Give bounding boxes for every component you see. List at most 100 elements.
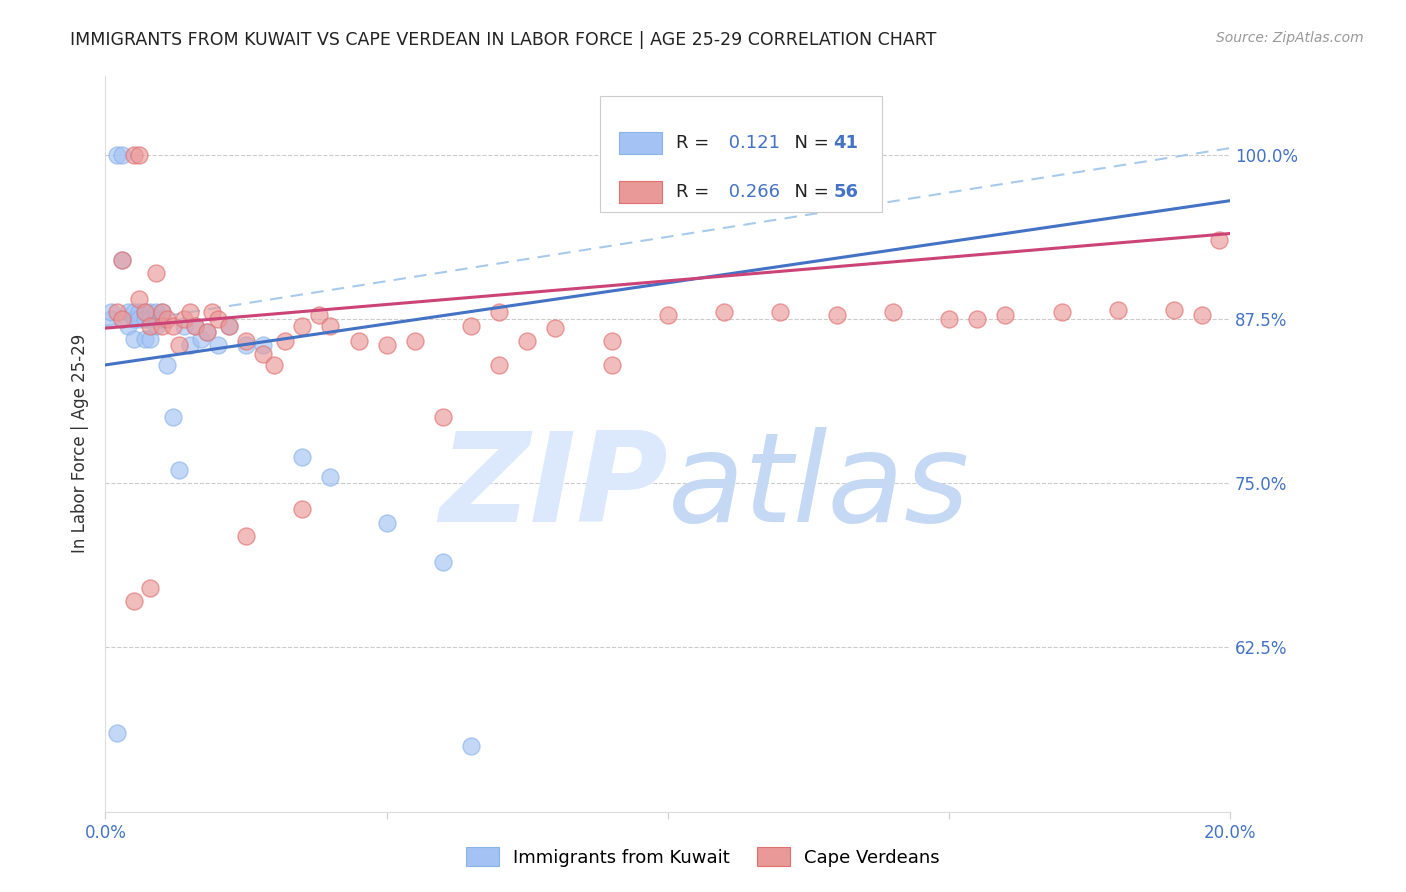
Point <box>156 312 179 326</box>
Point <box>139 305 162 319</box>
Point <box>128 292 150 306</box>
Point <box>111 312 134 326</box>
FancyBboxPatch shape <box>620 132 662 154</box>
Point <box>966 312 988 326</box>
Point <box>252 347 274 361</box>
Text: 0.121: 0.121 <box>723 134 780 152</box>
Point <box>938 312 960 326</box>
Point <box>1208 233 1230 247</box>
Point <box>460 739 482 753</box>
Text: R =: R = <box>676 134 714 152</box>
Point <box>347 334 370 349</box>
Point <box>263 358 285 372</box>
Point <box>375 516 398 530</box>
Point <box>291 450 314 464</box>
Point <box>134 332 156 346</box>
Point <box>139 332 162 346</box>
Point <box>235 529 257 543</box>
Point <box>105 305 128 319</box>
FancyBboxPatch shape <box>600 95 882 212</box>
Point <box>111 252 134 267</box>
Point <box>122 594 145 608</box>
Point <box>713 305 735 319</box>
Point <box>128 305 150 319</box>
Point <box>150 312 173 326</box>
Text: N =: N = <box>783 134 834 152</box>
FancyBboxPatch shape <box>620 181 662 203</box>
Point <box>145 305 167 319</box>
Point <box>100 312 122 326</box>
Point <box>173 318 195 333</box>
Point <box>1163 302 1185 317</box>
Point <box>122 332 145 346</box>
Point <box>291 502 314 516</box>
Point <box>274 334 297 349</box>
Point <box>319 318 342 333</box>
Text: IMMIGRANTS FROM KUWAIT VS CAPE VERDEAN IN LABOR FORCE | AGE 25-29 CORRELATION CH: IMMIGRANTS FROM KUWAIT VS CAPE VERDEAN I… <box>70 31 936 49</box>
Point <box>769 305 792 319</box>
Point <box>190 332 212 346</box>
Text: N =: N = <box>783 183 834 201</box>
Point <box>195 325 218 339</box>
Point <box>134 305 156 319</box>
Point <box>432 410 454 425</box>
Point <box>122 305 145 319</box>
Point <box>117 318 139 333</box>
Point <box>139 582 162 596</box>
Point <box>150 305 173 319</box>
Point <box>488 358 510 372</box>
Text: Source: ZipAtlas.com: Source: ZipAtlas.com <box>1216 31 1364 45</box>
Point <box>207 338 229 352</box>
Point <box>882 305 904 319</box>
Point <box>117 305 139 319</box>
Point <box>201 305 224 319</box>
Point <box>375 338 398 352</box>
Point <box>1191 308 1213 322</box>
Text: 0.266: 0.266 <box>723 183 780 201</box>
Point <box>218 318 240 333</box>
Point <box>994 308 1017 322</box>
Point <box>179 338 201 352</box>
Point <box>122 147 145 161</box>
Point <box>218 318 240 333</box>
Point <box>235 338 257 352</box>
Point <box>134 312 156 326</box>
Text: 41: 41 <box>834 134 858 152</box>
Point <box>145 318 167 333</box>
Point <box>111 147 134 161</box>
Point <box>139 318 162 333</box>
Text: ZIP: ZIP <box>439 427 668 549</box>
Point <box>128 147 150 161</box>
Text: atlas: atlas <box>668 427 970 549</box>
Point <box>179 305 201 319</box>
Point <box>150 318 173 333</box>
Point <box>111 252 134 267</box>
Text: 56: 56 <box>834 183 858 201</box>
Point <box>291 318 314 333</box>
Point <box>432 555 454 569</box>
Point <box>162 318 184 333</box>
Point <box>105 726 128 740</box>
Point <box>173 312 195 326</box>
Point <box>167 463 190 477</box>
Point <box>488 305 510 319</box>
Point <box>184 318 207 333</box>
Point <box>544 321 567 335</box>
Point <box>825 308 848 322</box>
Point <box>184 318 207 333</box>
Point <box>460 318 482 333</box>
Point <box>105 147 128 161</box>
Point <box>1050 305 1073 319</box>
Point <box>134 305 156 319</box>
Point <box>516 334 538 349</box>
Point <box>167 338 190 352</box>
Point <box>100 305 122 319</box>
Y-axis label: In Labor Force | Age 25-29: In Labor Force | Age 25-29 <box>72 334 90 553</box>
Point <box>319 469 342 483</box>
Point <box>308 308 330 322</box>
Point <box>145 312 167 326</box>
Point <box>150 305 173 319</box>
Point <box>139 312 162 326</box>
Point <box>252 338 274 352</box>
Point <box>600 334 623 349</box>
